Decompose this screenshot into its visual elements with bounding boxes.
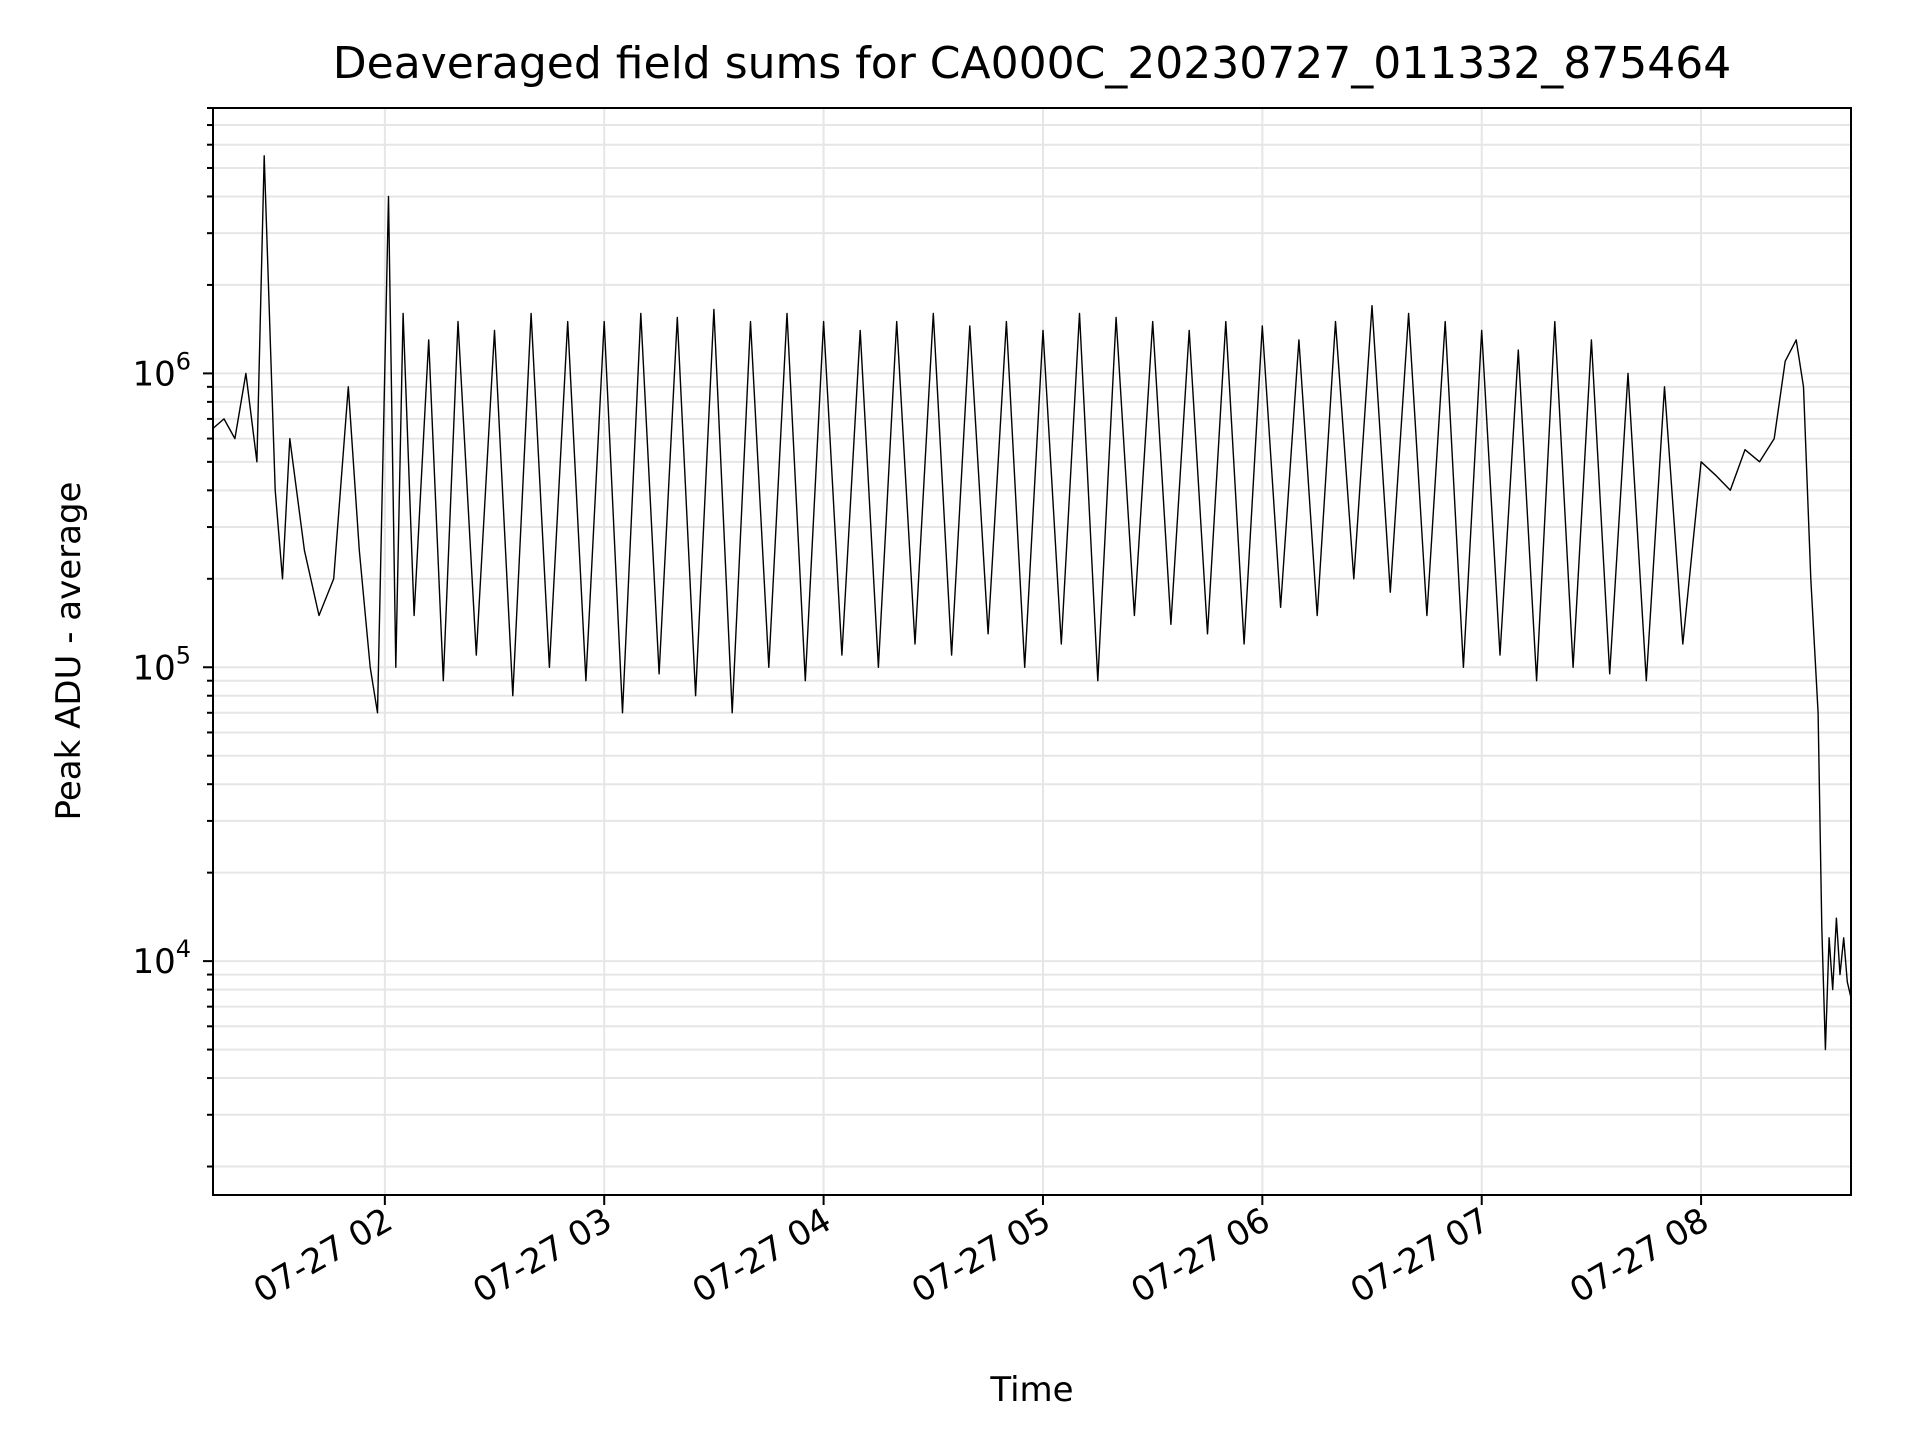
y-tick-label-exponent: 6: [176, 347, 191, 375]
y-tick-label-exponent: 5: [176, 641, 191, 669]
y-tick-label: 104: [132, 935, 191, 982]
y-tick-label: 105: [132, 641, 191, 688]
y-tick-label-base: 10: [132, 354, 175, 394]
y-tick-label-base: 10: [132, 942, 175, 982]
tick-layer: [203, 107, 1703, 1205]
chart-title: Deaveraged field sums for CA000C_2023072…: [333, 38, 1731, 89]
y-tick-label-base: 10: [132, 648, 175, 688]
series-line: [212, 155, 1852, 1051]
x-axis-label: Time: [989, 1370, 1073, 1410]
y-axis-label: Peak ADU - average: [49, 482, 89, 821]
grid-layer: [213, 107, 1851, 1195]
plot-frame: [212, 107, 1852, 1196]
series-layer: [212, 155, 1852, 1051]
y-tick-label-exponent: 4: [176, 935, 191, 963]
y-tick-label: 106: [132, 347, 191, 394]
